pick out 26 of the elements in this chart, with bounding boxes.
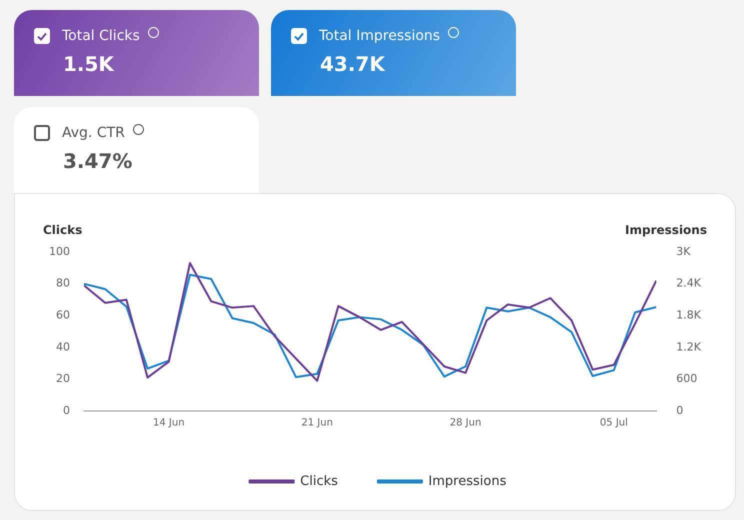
text: 1.5K (63, 52, 116, 76)
y2-axis-title: Impressions (625, 223, 707, 237)
text: Total Clicks (62, 28, 140, 44)
y2-tick-label: 0 (676, 404, 684, 417)
text: 3.47% (63, 149, 134, 173)
y2-tick-label: 1.2K (676, 340, 702, 354)
y-tick-label: 40 (56, 340, 70, 354)
text: Total Impressions (319, 28, 440, 44)
y2-tick-label: 2.4K (676, 276, 702, 290)
y-tick-label: 0 (62, 404, 70, 417)
y-tick-label: 80 (56, 276, 70, 290)
y-tick-label: 60 (56, 308, 70, 322)
y-tick-label: 100 (48, 244, 70, 258)
legend-label: Impressions (428, 474, 507, 489)
x-tick-label: 05 Jul (600, 418, 628, 429)
y-tick-label: 20 (56, 372, 70, 386)
y2-tick-label: 600 (676, 372, 698, 386)
text: Avg. CTR (62, 125, 125, 141)
x-tick-label: 14 Jun (153, 418, 185, 429)
text: 43.7K (320, 52, 386, 76)
y-axis-title: Clicks (43, 223, 82, 237)
y2-tick-label: 1.8K (676, 308, 702, 322)
x-tick-label: 21 Jun (301, 418, 333, 429)
y2-tick-label: 3K (676, 244, 692, 258)
x-tick-label: 28 Jun (450, 418, 482, 429)
legend-label: Clicks (300, 474, 338, 489)
